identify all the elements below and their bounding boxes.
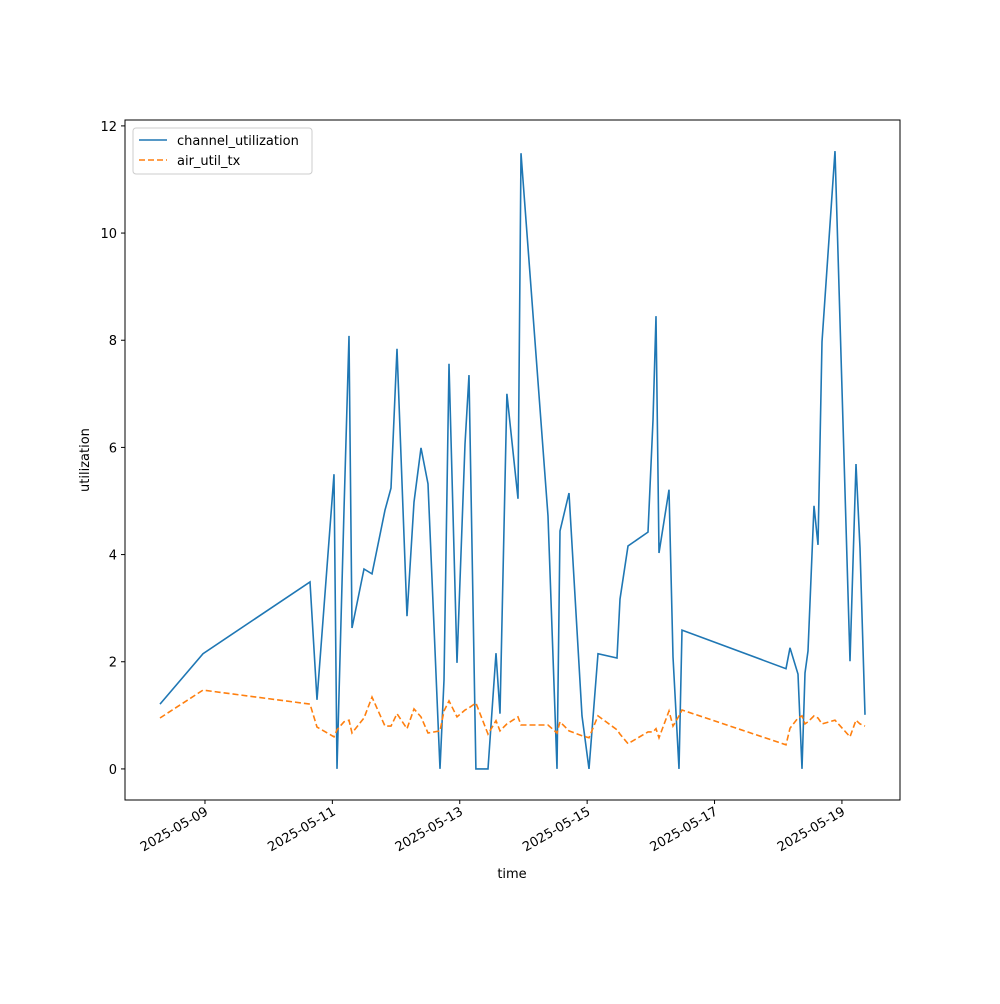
y-tick-label: 2 bbox=[109, 656, 117, 671]
legend-label: air_util_tx bbox=[177, 154, 241, 169]
x-tick-label: 2025-05-19 bbox=[775, 804, 848, 855]
y-tick-label: 10 bbox=[100, 227, 117, 242]
series-line bbox=[159, 689, 866, 746]
legend: channel_utilization air_util_tx bbox=[132, 127, 313, 175]
x-tick-label: 2025-05-09 bbox=[138, 804, 211, 855]
x-tick-label: 2025-05-17 bbox=[648, 804, 721, 855]
legend-label: channel_utilization bbox=[177, 134, 299, 149]
x-axis-label: time bbox=[497, 867, 526, 882]
x-tick-label: 2025-05-15 bbox=[520, 804, 593, 855]
y-tick-label: 12 bbox=[100, 120, 117, 135]
y-axis-label: utilization bbox=[78, 428, 93, 492]
x-tick-label: 2025-05-11 bbox=[265, 804, 338, 855]
y-tick-label: 4 bbox=[109, 549, 117, 564]
legend-box bbox=[132, 127, 313, 175]
x-tick-label: 2025-05-13 bbox=[393, 804, 466, 855]
y-tick-label: 0 bbox=[109, 763, 117, 778]
y-tick-label: 8 bbox=[109, 334, 117, 349]
y-tick-label: 6 bbox=[109, 441, 117, 456]
series-line bbox=[159, 151, 866, 770]
plot-frame bbox=[124, 119, 901, 801]
